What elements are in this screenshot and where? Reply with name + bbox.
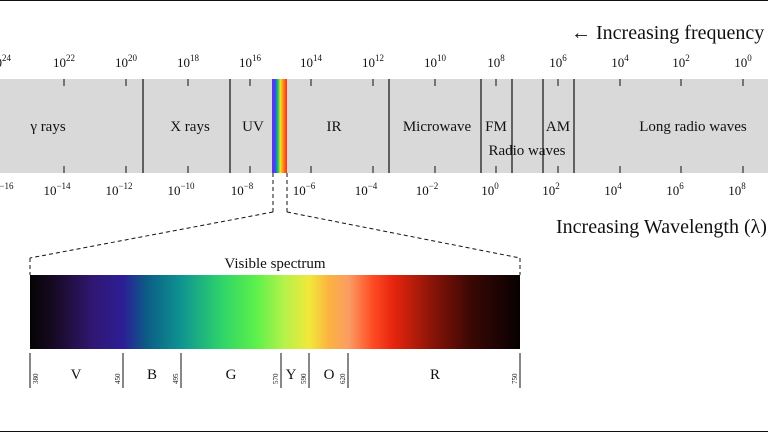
wl-tick-label: 10−14 <box>43 181 71 198</box>
freq-tick-label: 1024 <box>0 53 12 70</box>
ir-label: IR <box>327 119 342 135</box>
visible-spectrum-title: Visible spectrum <box>224 256 325 272</box>
wl-tick-label: 10−6 <box>293 181 316 198</box>
wl-tick-label: 106 <box>666 181 684 198</box>
nm-tick: 380 <box>32 373 40 384</box>
wavelength-label: Increasing Wavelength (λ) in m → <box>556 216 768 238</box>
band-ticks <box>63 79 744 173</box>
color-letter-v: V <box>71 367 82 383</box>
freq-tick-label: 1020 <box>115 53 138 70</box>
band-labels: γ rays X rays UV IR Microwave FM AM Radi… <box>29 119 747 159</box>
am-label: AM <box>546 119 570 135</box>
freq-tick-label: 1012 <box>362 53 384 70</box>
freq-tick-label: 102 <box>672 53 690 70</box>
nm-tick: 620 <box>339 373 347 384</box>
spectrum-band <box>0 79 768 173</box>
freq-tick-label: 1016 <box>239 53 262 70</box>
color-letter-o: O <box>324 367 335 383</box>
nm-tick: 750 <box>511 373 519 384</box>
nm-tick: 570 <box>272 373 280 384</box>
color-letter-y: Y <box>286 367 297 383</box>
wl-tick-label: 10−12 <box>105 181 132 198</box>
freq-tick-label: 1022 <box>53 53 75 70</box>
freq-tick-label: 100 <box>734 53 752 70</box>
visible-band-marker <box>272 79 287 173</box>
wl-tick-label: 10−8 <box>231 181 254 198</box>
wavelength-ticks: 10−16 10−14 10−12 10−10 10−8 10−6 10−4 1… <box>0 181 746 198</box>
nm-tick: 450 <box>114 373 122 384</box>
wl-tick-label: 10−2 <box>416 181 439 198</box>
fm-label: FM <box>485 119 507 135</box>
radio-waves-label: Radio waves <box>488 143 565 159</box>
freq-tick-label: 1018 <box>177 53 200 70</box>
nm-tick-labels: 380 450 495 570 590 620 750 <box>32 373 519 384</box>
freq-tick-label: 108 <box>487 53 505 70</box>
band-dividers <box>142 79 575 173</box>
freq-tick-label: 104 <box>611 53 629 70</box>
zoom-connectors <box>29 173 521 275</box>
wl-tick-label: 104 <box>604 181 622 198</box>
gamma-label: γ rays <box>29 119 66 135</box>
uv-label: UV <box>242 119 264 135</box>
visible-spectrum-gradient <box>30 275 520 349</box>
nm-dividers <box>29 353 521 388</box>
microwave-label: Microwave <box>403 119 472 135</box>
nm-tick: 495 <box>172 373 180 384</box>
freq-tick-label: 1010 <box>424 53 447 70</box>
frequency-ticks: 1024 1022 1020 1018 1016 1014 1012 1010 … <box>0 53 752 70</box>
xray-label: X rays <box>170 119 210 135</box>
color-letters: V B G Y O R <box>71 367 440 383</box>
color-letter-b: B <box>147 367 157 383</box>
long-radio-label: Long radio waves <box>639 119 747 135</box>
freq-tick-label: 1014 <box>300 53 323 70</box>
nm-tick: 590 <box>300 373 308 384</box>
freq-tick-label: 106 <box>549 53 567 70</box>
color-letter-g: G <box>226 367 237 383</box>
wl-tick-label: 102 <box>542 181 560 198</box>
wl-tick-label: 10−16 <box>0 181 14 198</box>
wl-tick-label: 10−10 <box>167 181 195 198</box>
frequency-label: ← Increasing frequency (ν) <box>571 22 768 44</box>
color-letter-r: R <box>430 367 440 383</box>
wl-tick-label: 10−4 <box>355 181 378 198</box>
wl-tick-label: 108 <box>728 181 746 198</box>
wl-tick-label: 100 <box>481 181 499 198</box>
